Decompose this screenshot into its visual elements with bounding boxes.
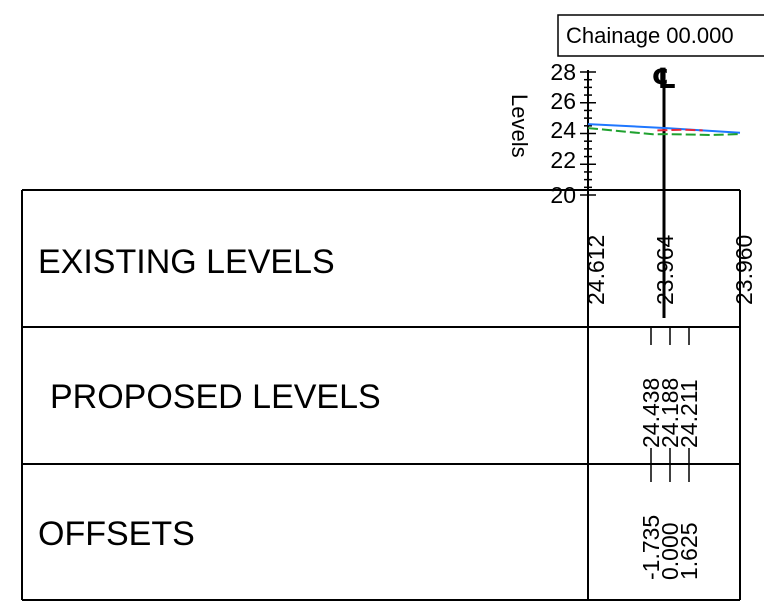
offset-value: -1.735 <box>638 515 664 580</box>
offset-value: 0.000 <box>657 522 683 580</box>
level-line-series <box>587 127 741 137</box>
levels-axis: Levels 28 26 24 22 20 <box>507 59 596 600</box>
row-label-offsets: OFFSETS <box>38 515 195 553</box>
existing-level-value: 24.612 <box>583 235 609 305</box>
existing-level-value: 23.960 <box>731 235 757 305</box>
axis-tick-label: 20 <box>550 182 576 208</box>
existing-level-value: 23.964 <box>652 234 678 305</box>
level-line-series <box>657 128 703 132</box>
proposed-level-value: 24.438 <box>638 378 664 448</box>
chainage-box <box>557 14 764 57</box>
axis-tick-label: 26 <box>550 88 576 114</box>
value-tick-marks <box>650 190 690 482</box>
chainage-label: Chainage 00.000 <box>566 23 734 48</box>
axis-label: Levels <box>507 94 532 158</box>
axis-tick-label: 24 <box>550 117 576 143</box>
level-line-series <box>587 123 741 134</box>
axis-tick-label: 28 <box>550 59 576 85</box>
centerline-symbol: ℄ <box>651 62 676 95</box>
data-table <box>21 189 741 601</box>
axis-tick-label: 22 <box>550 147 576 173</box>
offset-value: 1.625 <box>676 522 702 580</box>
proposed-level-value: 24.188 <box>657 378 683 448</box>
row-label-existing-levels: EXISTING LEVELS <box>38 243 335 281</box>
row-label-proposed-levels: PROPOSED LEVELS <box>50 378 381 416</box>
proposed-level-value: 24.211 <box>676 379 702 448</box>
level-lines <box>587 123 741 137</box>
